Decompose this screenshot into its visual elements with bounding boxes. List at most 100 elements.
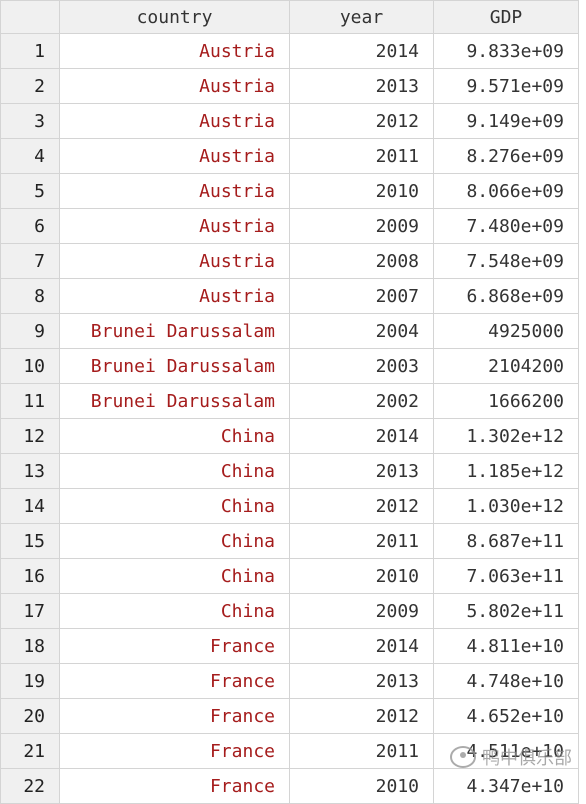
- table-row[interactable]: 5 Austria 2010 8.066e+09: [0, 173, 579, 209]
- row-index-cell[interactable]: 13: [0, 453, 60, 489]
- row-index-cell[interactable]: 21: [0, 733, 60, 769]
- gdp-cell[interactable]: 6.868e+09: [433, 278, 579, 314]
- row-index-cell[interactable]: 18: [0, 628, 60, 664]
- year-cell[interactable]: 2013: [289, 453, 434, 489]
- row-index-cell[interactable]: 1: [0, 33, 60, 69]
- gdp-cell[interactable]: 4.811e+10: [433, 628, 579, 664]
- column-header-year[interactable]: year: [289, 0, 434, 34]
- table-row[interactable]: 9 Brunei Darussalam 2004 4925000: [0, 313, 579, 349]
- gdp-cell[interactable]: 7.480e+09: [433, 208, 579, 244]
- country-cell[interactable]: France: [59, 698, 290, 734]
- row-index-cell[interactable]: 8: [0, 278, 60, 314]
- year-cell[interactable]: 2010: [289, 173, 434, 209]
- table-row[interactable]: 12 China 2014 1.302e+12: [0, 418, 579, 454]
- gdp-cell[interactable]: 9.571e+09: [433, 68, 579, 104]
- gdp-cell[interactable]: 4925000: [433, 313, 579, 349]
- table-row[interactable]: 8 Austria 2007 6.868e+09: [0, 278, 579, 314]
- table-row[interactable]: 14 China 2012 1.030e+12: [0, 488, 579, 524]
- gdp-cell[interactable]: 9.833e+09: [433, 33, 579, 69]
- year-cell[interactable]: 2012: [289, 698, 434, 734]
- gdp-cell[interactable]: 8.066e+09: [433, 173, 579, 209]
- year-cell[interactable]: 2002: [289, 383, 434, 419]
- country-cell[interactable]: France: [59, 628, 290, 664]
- table-row[interactable]: 17 China 2009 5.802e+11: [0, 593, 579, 629]
- year-cell[interactable]: 2004: [289, 313, 434, 349]
- country-cell[interactable]: France: [59, 768, 290, 804]
- gdp-cell[interactable]: 1666200: [433, 383, 579, 419]
- row-index-cell[interactable]: 11: [0, 383, 60, 419]
- year-cell[interactable]: 2010: [289, 768, 434, 804]
- column-header-country[interactable]: country: [59, 0, 290, 34]
- year-cell[interactable]: 2014: [289, 418, 434, 454]
- country-cell[interactable]: Brunei Darussalam: [59, 348, 290, 384]
- table-row[interactable]: 18 France 2014 4.811e+10: [0, 628, 579, 664]
- gdp-cell[interactable]: 8.276e+09: [433, 138, 579, 174]
- country-cell[interactable]: Austria: [59, 138, 290, 174]
- country-cell[interactable]: Austria: [59, 68, 290, 104]
- gdp-cell[interactable]: 8.687e+11: [433, 523, 579, 559]
- table-row[interactable]: 7 Austria 2008 7.548e+09: [0, 243, 579, 279]
- column-header-gdp[interactable]: GDP: [433, 0, 579, 34]
- country-cell[interactable]: Austria: [59, 103, 290, 139]
- row-index-cell[interactable]: 5: [0, 173, 60, 209]
- row-index-cell[interactable]: 16: [0, 558, 60, 594]
- year-cell[interactable]: 2013: [289, 663, 434, 699]
- gdp-cell[interactable]: 4.748e+10: [433, 663, 579, 699]
- gdp-cell[interactable]: 4.347e+10: [433, 768, 579, 804]
- table-row[interactable]: 4 Austria 2011 8.276e+09: [0, 138, 579, 174]
- country-cell[interactable]: China: [59, 558, 290, 594]
- year-cell[interactable]: 2011: [289, 523, 434, 559]
- row-index-cell[interactable]: 2: [0, 68, 60, 104]
- row-index-cell[interactable]: 22: [0, 768, 60, 804]
- gdp-cell[interactable]: 2104200: [433, 348, 579, 384]
- row-index-cell[interactable]: 7: [0, 243, 60, 279]
- country-cell[interactable]: China: [59, 453, 290, 489]
- country-cell[interactable]: China: [59, 593, 290, 629]
- row-index-cell[interactable]: 12: [0, 418, 60, 454]
- country-cell[interactable]: Austria: [59, 33, 290, 69]
- table-row[interactable]: 3 Austria 2012 9.149e+09: [0, 103, 579, 139]
- table-row[interactable]: 22 France 2010 4.347e+10: [0, 768, 579, 804]
- country-cell[interactable]: France: [59, 733, 290, 769]
- table-row[interactable]: 13 China 2013 1.185e+12: [0, 453, 579, 489]
- row-index-cell[interactable]: 17: [0, 593, 60, 629]
- country-cell[interactable]: China: [59, 418, 290, 454]
- country-cell[interactable]: China: [59, 488, 290, 524]
- year-cell[interactable]: 2014: [289, 628, 434, 664]
- year-cell[interactable]: 2003: [289, 348, 434, 384]
- row-index-cell[interactable]: 20: [0, 698, 60, 734]
- table-row[interactable]: 11 Brunei Darussalam 2002 1666200: [0, 383, 579, 419]
- country-cell[interactable]: France: [59, 663, 290, 699]
- year-cell[interactable]: 2009: [289, 208, 434, 244]
- row-index-cell[interactable]: 4: [0, 138, 60, 174]
- table-row[interactable]: 10 Brunei Darussalam 2003 2104200: [0, 348, 579, 384]
- row-index-cell[interactable]: 6: [0, 208, 60, 244]
- row-index-cell[interactable]: 3: [0, 103, 60, 139]
- year-cell[interactable]: 2013: [289, 68, 434, 104]
- row-index-cell[interactable]: 10: [0, 348, 60, 384]
- gdp-cell[interactable]: 9.149e+09: [433, 103, 579, 139]
- year-cell[interactable]: 2009: [289, 593, 434, 629]
- country-cell[interactable]: Brunei Darussalam: [59, 383, 290, 419]
- year-cell[interactable]: 2008: [289, 243, 434, 279]
- year-cell[interactable]: 2007: [289, 278, 434, 314]
- year-cell[interactable]: 2012: [289, 103, 434, 139]
- table-row[interactable]: 19 France 2013 4.748e+10: [0, 663, 579, 699]
- year-cell[interactable]: 2012: [289, 488, 434, 524]
- table-row[interactable]: 6 Austria 2009 7.480e+09: [0, 208, 579, 244]
- country-cell[interactable]: Brunei Darussalam: [59, 313, 290, 349]
- row-index-cell[interactable]: 15: [0, 523, 60, 559]
- table-row[interactable]: 1 Austria 2014 9.833e+09: [0, 33, 579, 69]
- year-cell[interactable]: 2011: [289, 138, 434, 174]
- table-row[interactable]: 20 France 2012 4.652e+10: [0, 698, 579, 734]
- year-cell[interactable]: 2014: [289, 33, 434, 69]
- gdp-cell[interactable]: 7.063e+11: [433, 558, 579, 594]
- country-cell[interactable]: Austria: [59, 278, 290, 314]
- gdp-cell[interactable]: 4.652e+10: [433, 698, 579, 734]
- year-cell[interactable]: 2010: [289, 558, 434, 594]
- row-index-cell[interactable]: 14: [0, 488, 60, 524]
- table-row[interactable]: 15 China 2011 8.687e+11: [0, 523, 579, 559]
- year-cell[interactable]: 2011: [289, 733, 434, 769]
- country-cell[interactable]: Austria: [59, 173, 290, 209]
- gdp-cell[interactable]: 7.548e+09: [433, 243, 579, 279]
